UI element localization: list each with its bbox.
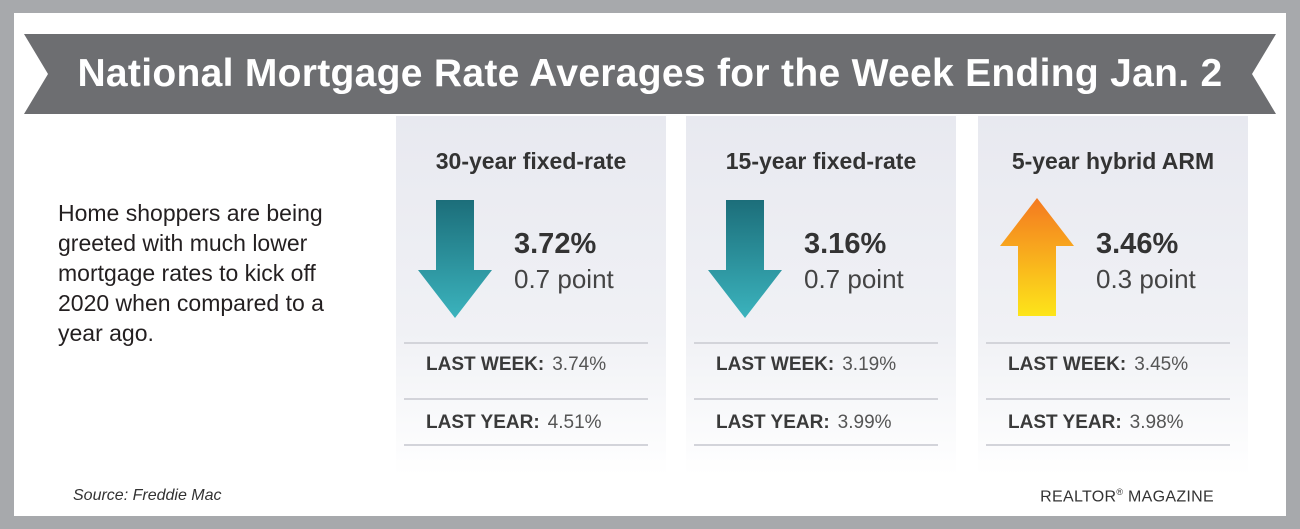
source-credit: Source: Freddie Mac xyxy=(73,487,222,504)
rate-column-15-year: 15-year fixed-rate 3.16% 0.7 point LAST … xyxy=(686,116,956,476)
column-heading: 5-year hybrid ARM xyxy=(1011,148,1215,174)
brand-suffix: MAGAZINE xyxy=(1123,488,1214,506)
last-week-label: LAST WEEK: xyxy=(1008,354,1127,375)
divider xyxy=(694,342,938,344)
divider xyxy=(986,444,1230,446)
divider xyxy=(694,398,938,400)
arrow-up-icon xyxy=(1000,198,1074,316)
divider xyxy=(694,444,938,446)
rate-change: 0.7 point xyxy=(804,264,904,294)
last-year-row: LAST YEAR: 3.99% xyxy=(716,412,892,434)
last-week-row: LAST WEEK: 3.45% xyxy=(1008,354,1188,376)
arrow-down-icon xyxy=(418,200,492,318)
current-rate: 3.16% xyxy=(804,228,887,260)
page-title: National Mortgage Rate Averages for the … xyxy=(77,52,1223,95)
column-heading: 30-year fixed-rate xyxy=(435,148,627,174)
rate-change: 0.3 point xyxy=(1096,264,1196,294)
banner-ribbon-shape xyxy=(24,34,1276,114)
arrow-down-icon xyxy=(708,200,782,318)
divider xyxy=(986,398,1230,400)
publisher-brand: REALTOR® MAGAZINE xyxy=(1040,487,1214,506)
last-week-row: LAST WEEK: 3.19% xyxy=(716,354,896,376)
registered-mark: ® xyxy=(1116,487,1124,497)
divider xyxy=(986,342,1230,344)
last-year-row: LAST YEAR: 3.98% xyxy=(1008,412,1184,434)
last-week-value: 3.19% xyxy=(842,354,897,375)
last-week-value: 3.74% xyxy=(552,354,607,375)
last-year-value: 3.99% xyxy=(837,412,892,433)
brand-name: REALTOR xyxy=(1040,488,1117,506)
divider xyxy=(404,444,648,446)
last-year-label: LAST YEAR: xyxy=(426,412,540,433)
column-heading: 15-year fixed-rate xyxy=(725,148,917,174)
intro-text: Home shoppers are being greeted with muc… xyxy=(58,200,324,346)
last-week-label: LAST WEEK: xyxy=(716,354,835,375)
last-year-row: LAST YEAR: 4.51% xyxy=(426,412,602,434)
rate-change: 0.7 point xyxy=(514,264,614,294)
current-rate: 3.46% xyxy=(1096,228,1179,260)
last-year-value: 4.51% xyxy=(547,412,602,433)
current-rate: 3.72% xyxy=(514,228,597,260)
last-week-value: 3.45% xyxy=(1134,354,1189,375)
title-banner: National Mortgage Rate Averages for the … xyxy=(24,34,1276,114)
last-year-label: LAST YEAR: xyxy=(716,412,830,433)
last-week-label: LAST WEEK: xyxy=(426,354,545,375)
last-year-label: LAST YEAR: xyxy=(1008,412,1122,433)
rate-column-5-year-arm: 5-year hybrid ARM 3.46% 0.3 point LAST W… xyxy=(978,116,1248,476)
rate-column-30-year: 30-year fixed-rate 3.72% 0.7 point LAST … xyxy=(396,116,666,476)
divider xyxy=(404,398,648,400)
divider xyxy=(404,342,648,344)
last-week-row: LAST WEEK: 3.74% xyxy=(426,354,606,376)
last-year-value: 3.98% xyxy=(1129,412,1184,433)
